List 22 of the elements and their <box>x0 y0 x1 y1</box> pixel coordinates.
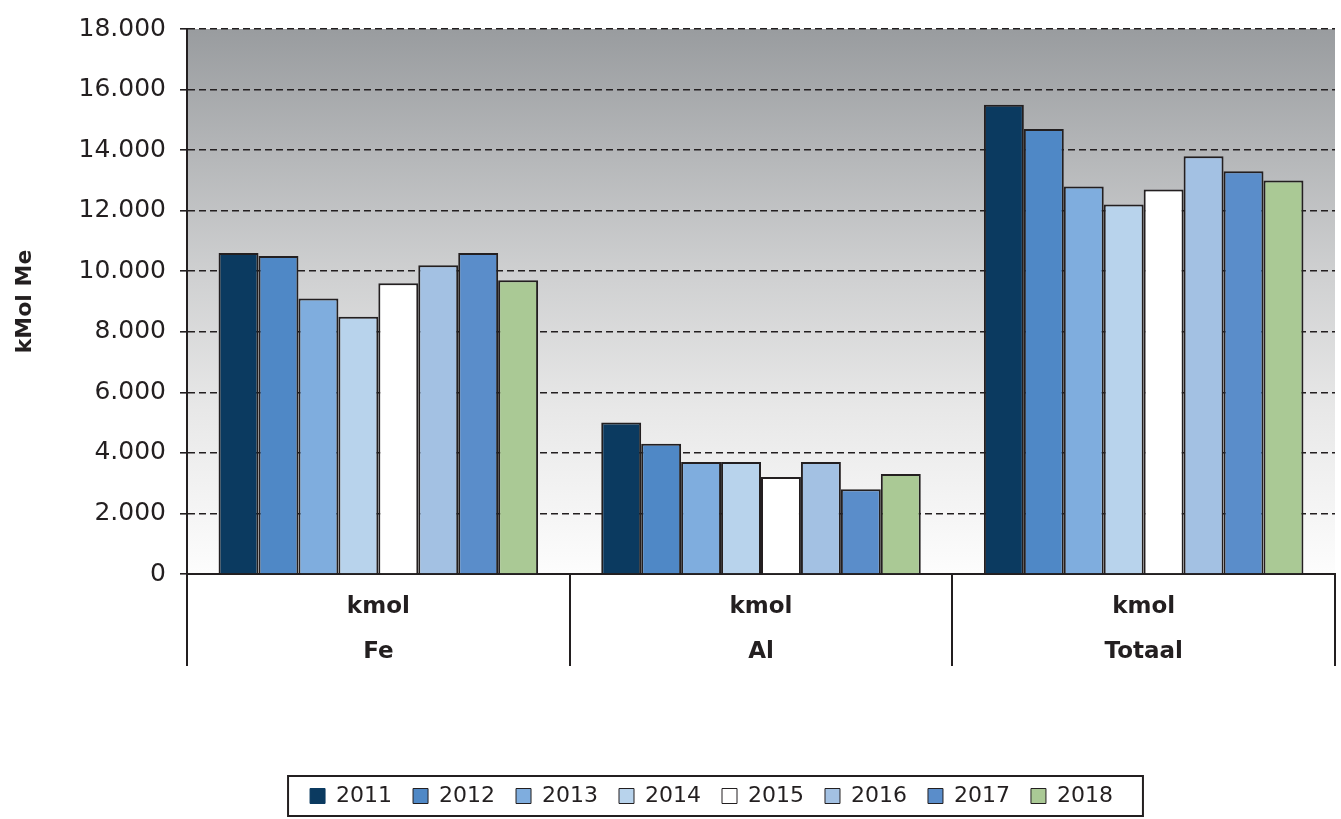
y-tick-label: 6.000 <box>94 375 166 405</box>
legend-label: 2012 <box>439 781 496 807</box>
x-tick-label: kmol Totaal <box>1104 592 1183 664</box>
y-tick-label: 14.000 <box>78 133 166 163</box>
legend-label: 2017 <box>953 781 1010 807</box>
x-tick-label: kmol Fe <box>346 592 410 664</box>
legend-label: 2018 <box>1056 781 1113 807</box>
y-tick-label: 10.000 <box>78 254 166 284</box>
y-axis-title: kMol Me <box>10 249 36 354</box>
legend-label: 2014 <box>645 781 702 807</box>
y-tick-label: 0 <box>150 557 166 587</box>
legend-label: 2011 <box>336 781 393 807</box>
y-tick-label: 2.000 <box>94 496 166 526</box>
legend-label: 2015 <box>748 781 804 807</box>
y-tick-label: 12.000 <box>78 194 166 224</box>
y-tick-label: 4.000 <box>94 436 166 466</box>
y-tick-label: 18.000 <box>78 12 166 42</box>
legend-label: 2016 <box>850 781 907 807</box>
legend-label: 2013 <box>542 781 599 807</box>
y-tick-label: 16.000 <box>78 73 166 103</box>
y-tick-label: 8.000 <box>94 315 166 345</box>
x-tick-label: kmol Al <box>729 592 793 664</box>
